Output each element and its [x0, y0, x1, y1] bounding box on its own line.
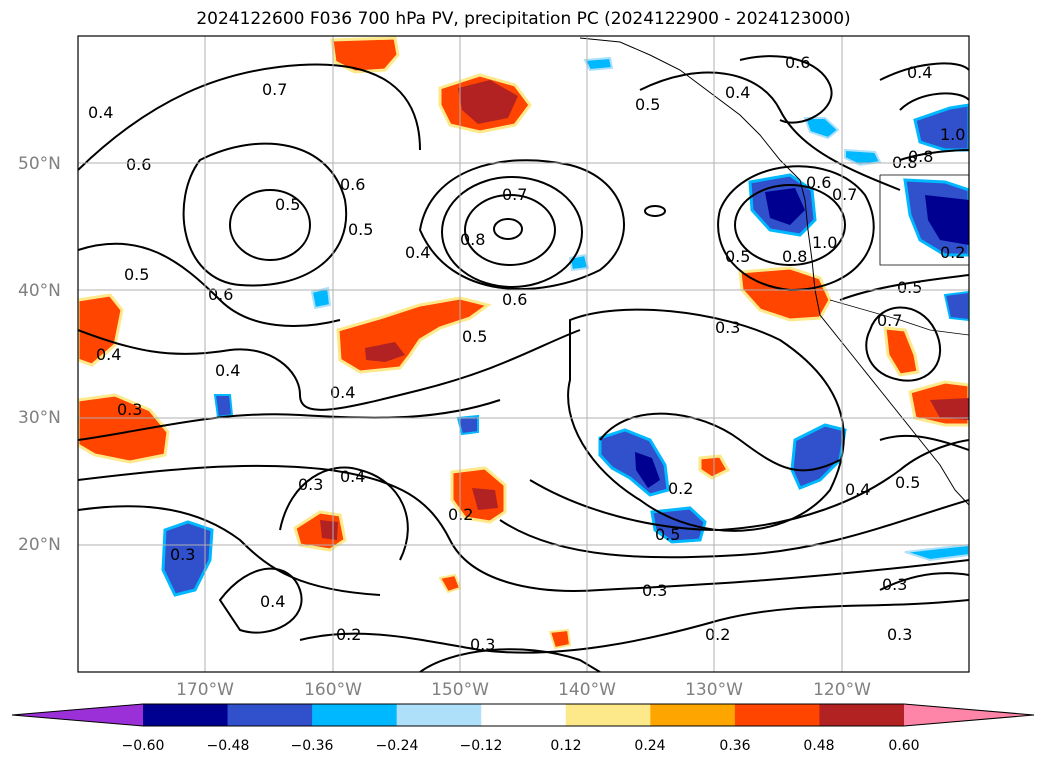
contour-label: 0.6	[785, 53, 810, 72]
colorbar-tick-label: −0.48	[206, 738, 250, 754]
contour-label: 0.3	[117, 400, 142, 419]
contour-label: 0.2	[705, 625, 730, 644]
contour-label: 0.6	[806, 173, 831, 192]
contour-label: 0.5	[462, 327, 487, 346]
contour-label: 0.4	[340, 467, 365, 486]
precip-positive-shading	[78, 36, 969, 650]
contour-labels: 0.4 0.6 0.7 0.5 0.6 0.5 0.4 0.7 0.8 0.5 …	[88, 53, 965, 654]
contour-label: 0.5	[124, 265, 149, 284]
contour-label: 0.5	[348, 220, 373, 239]
contour-label: 0.6	[502, 290, 527, 309]
contour-label: 0.4	[88, 103, 113, 122]
contour-label: 1.0	[812, 233, 837, 252]
contour-label: 0.6	[126, 155, 151, 174]
contour-label: 0.4	[907, 63, 932, 82]
colorbar-tick-label: −0.12	[459, 738, 503, 754]
colorbar-segment	[565, 704, 651, 726]
contour-label: 0.3	[298, 475, 323, 494]
contour-label: 1.0	[940, 125, 965, 144]
colorbar	[11, 703, 1035, 727]
colorbar-extend-low	[12, 704, 143, 726]
contour-label: 0.3	[882, 575, 907, 594]
colorbar-segment	[819, 704, 905, 726]
colorbar-tick-label: −0.36	[290, 738, 334, 754]
lat-label: 50°N	[18, 154, 61, 174]
colorbar-tick-label: 0.12	[550, 738, 582, 754]
coastline	[579, 37, 969, 506]
contour-label: 0.5	[895, 473, 920, 492]
contour-label: 0.7	[262, 80, 287, 99]
contour-label: 0.2	[448, 505, 473, 524]
colorbar-segment	[396, 704, 482, 726]
contour-label: 0.8	[460, 230, 485, 249]
lon-label: 160°W	[304, 680, 362, 700]
precip-negative-shading	[161, 56, 969, 597]
map-title: 2024122600 F036 700 hPa PV, precipitatio…	[196, 9, 851, 29]
contour-label: 0.7	[502, 185, 527, 204]
lat-label: 20°N	[18, 535, 61, 555]
contour-label: 0.4	[405, 243, 430, 262]
contour-label: 0.5	[655, 525, 680, 544]
colorbar-tick-label: 0.60	[888, 738, 920, 754]
contour-label: 0.7	[877, 311, 902, 330]
colorbar-segment	[312, 704, 398, 726]
contour-label: 0.5	[725, 247, 750, 266]
colorbar-tick-label: −0.60	[121, 738, 165, 754]
contour-label: 0.6	[208, 285, 233, 304]
pv-contours	[78, 55, 969, 672]
gridlines	[78, 36, 969, 672]
contour-label: 0.4	[96, 345, 121, 364]
contour-label: 0.3	[470, 635, 495, 654]
contour-label: 0.2	[668, 479, 693, 498]
contour-label: 0.2	[336, 625, 361, 644]
contour-label: 0.5	[897, 278, 922, 297]
colorbar-tick-label: 0.48	[803, 738, 835, 754]
colorbar-segment	[734, 704, 820, 726]
contour-label: 0.4	[215, 361, 240, 380]
contour-label: 0.2	[940, 243, 965, 262]
contour-label: 0.3	[887, 625, 912, 644]
lon-label: 120°W	[813, 680, 871, 700]
colorbar-tick-label: 0.24	[634, 738, 666, 754]
contour-label: 0.5	[275, 195, 300, 214]
colorbar-segment	[650, 704, 736, 726]
contour-label: 0.4	[260, 592, 285, 611]
colorbar-tick-label: −0.24	[375, 738, 419, 754]
lon-label: 150°W	[431, 680, 489, 700]
colorbar-extend-high	[904, 704, 1034, 726]
contour-label: 0.6	[340, 175, 365, 194]
lat-label: 30°N	[18, 408, 61, 428]
contour-label: 0.8	[782, 247, 807, 266]
contour-label: 0.4	[725, 83, 750, 102]
contour-label: 0.4	[845, 480, 870, 499]
plot-frame	[77, 35, 970, 673]
contour-label: 0.3	[170, 545, 195, 564]
contour-label: 0.8	[908, 147, 933, 166]
contour-label: 0.3	[642, 581, 667, 600]
lon-label: 170°W	[176, 680, 234, 700]
contour-label: 0.7	[832, 185, 857, 204]
contour-label: 0.4	[330, 383, 355, 402]
contour-label: 0.3	[715, 318, 740, 337]
lat-label: 40°N	[18, 281, 61, 301]
colorbar-tick-label: 0.36	[719, 738, 751, 754]
colorbar-segment	[143, 704, 229, 726]
lon-label: 130°W	[685, 680, 743, 700]
colorbar-segment	[481, 704, 567, 726]
colorbar-segment	[227, 704, 313, 726]
contour-label: 0.5	[635, 95, 660, 114]
lon-label: 140°W	[558, 680, 616, 700]
